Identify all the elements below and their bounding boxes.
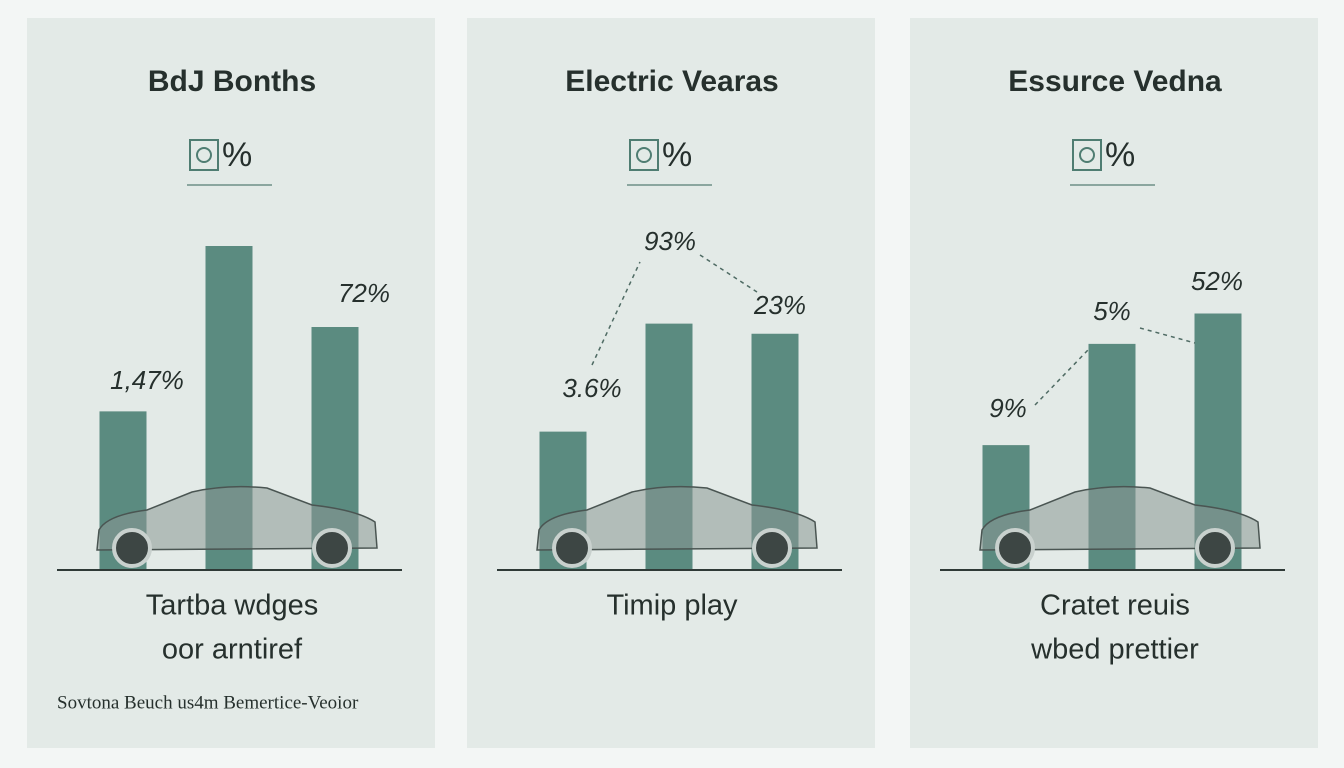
connector — [1139, 327, 1196, 344]
annotation: 9% — [989, 393, 1027, 423]
annotation: 93% — [644, 226, 696, 256]
car-wheel — [995, 528, 1035, 568]
car-wheel — [752, 528, 792, 568]
annotation: 3.6% — [562, 373, 621, 403]
car-wheel — [1195, 528, 1235, 568]
icon-glyph — [196, 147, 212, 163]
annotation: 23% — [753, 290, 806, 320]
panel-title: Electric Vearas — [565, 65, 779, 98]
panel: Essurce Vedna% 9% 5% 52% Cratet reuis wbed pr… — [910, 18, 1318, 748]
caption: Cratet reuis — [1040, 590, 1190, 622]
car — [96, 485, 378, 551]
car — [979, 485, 1261, 551]
annotation: 72% — [338, 278, 390, 308]
caption: wbed prettier — [1030, 634, 1199, 666]
car-wheel — [552, 528, 592, 568]
caption: Tartba wdges — [146, 590, 319, 622]
icon — [189, 139, 219, 171]
car — [536, 485, 818, 551]
icon — [629, 139, 659, 171]
car-wheel — [312, 528, 352, 568]
icon-label: % — [1105, 136, 1135, 174]
icon-label: % — [662, 136, 692, 174]
panel: BdJ Bonths% 1,47% 72% Tartba wdges oor arnti… — [27, 18, 435, 748]
icon-glyph — [636, 147, 652, 163]
annotation: 1,47% — [110, 365, 184, 395]
panel-title: BdJ Bonths — [148, 65, 316, 98]
icon-label: % — [222, 136, 252, 174]
annotation: 5% — [1093, 296, 1131, 326]
annotation: 52% — [1191, 266, 1243, 296]
icon-glyph — [1079, 147, 1095, 163]
caption: oor arntiref — [162, 634, 303, 666]
icon — [1072, 139, 1102, 171]
caption: Timip play — [606, 590, 738, 622]
panel-title: Essurce Vedna — [1008, 65, 1222, 98]
footnote: Sovtona Beuch us4m Bemertice-Veoior — [57, 692, 359, 713]
connector — [699, 254, 758, 293]
connector — [591, 261, 641, 366]
car-wheel — [112, 528, 152, 568]
panel: Electric Vearas% 3.6% 93% 23% Timip play — [467, 18, 875, 748]
